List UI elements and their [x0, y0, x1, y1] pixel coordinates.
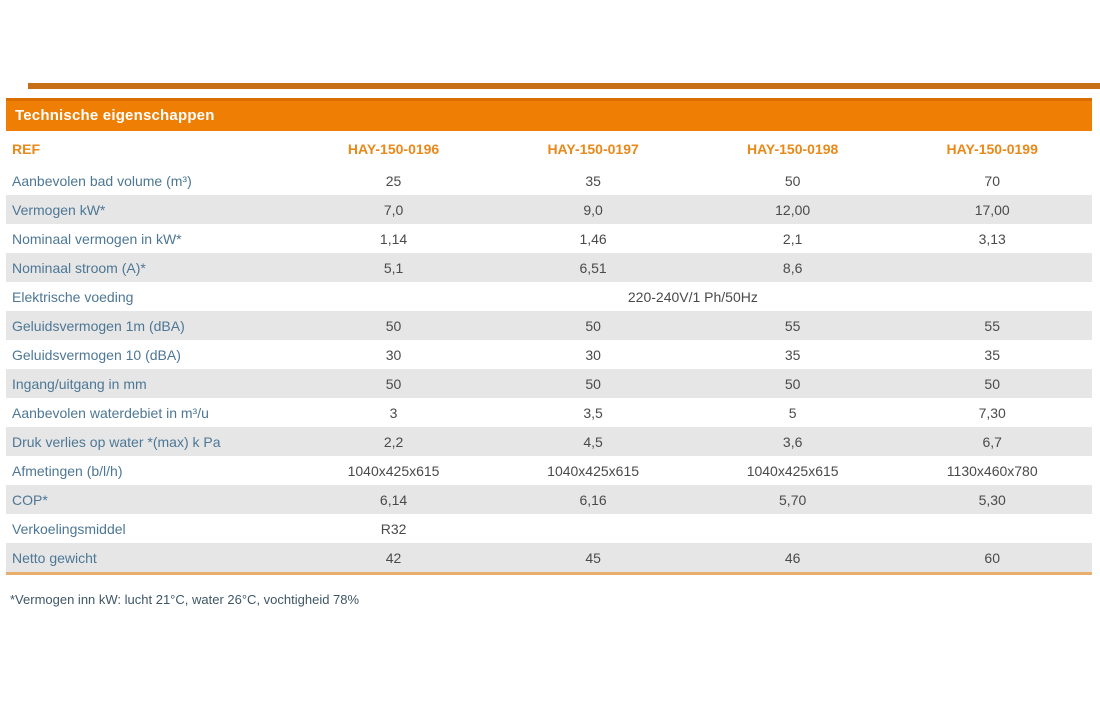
cell-value: 6,7 [982, 433, 1002, 450]
cell-value: 8,6 [782, 259, 803, 276]
cell-value: 3,6 [782, 433, 803, 450]
table-row: Druk verlies op water *(max) k Pa 2,2 4,… [6, 427, 1092, 456]
ref-header: REF [12, 140, 40, 157]
cell-value: 50 [585, 317, 601, 334]
cell-value: 1,14 [379, 230, 408, 247]
cell-value: 50 [784, 172, 801, 189]
row-label: Elektrische voeding [12, 288, 134, 305]
cell-value: 50 [385, 317, 402, 334]
table-row: Vermogen kW* 7,0 9,0 12,00 17,00 [6, 195, 1092, 224]
row-label: COP* [12, 491, 48, 508]
column-header-model-2: HAY-150-0197 [547, 140, 639, 157]
table-title: Technische eigenschappen [15, 107, 215, 124]
cell-value: 55 [984, 317, 1000, 334]
cell-value: 1040x425x615 [547, 462, 640, 479]
cell-value: 46 [784, 549, 801, 566]
cell-value: 5,30 [978, 491, 1006, 508]
cell-value: 2,2 [383, 433, 404, 450]
table-row: Nominaal stroom (A)* 5,1 6,51 8,6 [6, 253, 1092, 282]
cell-value: 70 [984, 172, 1000, 189]
cell-value: 60 [984, 549, 1000, 566]
cell-value: 1130x460x780 [946, 462, 1038, 479]
cell-value: 50 [784, 375, 801, 392]
footnote: *Vermogen inn kW: lucht 21°C, water 26°C… [10, 592, 360, 607]
row-label: Afmetingen (b/l/h) [12, 462, 123, 479]
cell-value: 30 [585, 346, 601, 363]
cell-value [892, 514, 1092, 543]
cell-value [892, 253, 1092, 282]
table-row: Verkoelingsmiddel R32 [6, 514, 1092, 543]
table-row: Geluidsvermogen 10 (dBA) 30 30 35 35 [6, 340, 1092, 369]
table-row: Aanbevolen waterdebiet in m³/u 3 3,5 5 7… [6, 398, 1092, 427]
section-divider-rule [28, 83, 1100, 89]
cell-value: 7,30 [978, 404, 1006, 421]
header-row: REF HAY-150-0196 HAY-150-0197 HAY-150-01… [6, 131, 1092, 166]
row-label: Geluidsvermogen 1m (dBA) [12, 317, 185, 334]
cell-value: 3,13 [978, 230, 1006, 247]
cell-value: 5,70 [779, 491, 807, 508]
cell-value: 50 [385, 375, 402, 392]
cell-value: 1040x425x615 [746, 462, 839, 479]
table-row: Elektrische voeding 220-240V/1 Ph/50Hz [6, 282, 1092, 311]
cell-value: 35 [585, 172, 601, 189]
table-bottom-rule [6, 572, 1092, 575]
column-header-model-1: HAY-150-0196 [347, 140, 440, 157]
row-label: Nominaal vermogen in kW* [12, 230, 182, 247]
cell-value: 50 [984, 375, 1000, 392]
row-label: Netto gewicht [12, 549, 97, 566]
table-row: Netto gewicht 42 45 46 60 [6, 543, 1092, 572]
cell-value [493, 514, 693, 543]
cell-value: 6,14 [379, 491, 408, 508]
cell-value: 3,5 [583, 404, 603, 421]
spec-table-section: Technische eigenschappen REF HAY-150-019… [6, 98, 1092, 607]
cell-value: 12,00 [775, 201, 811, 218]
table-row: Afmetingen (b/l/h) 1040x425x615 1040x425… [6, 456, 1092, 485]
cell-value: 9,0 [583, 201, 603, 218]
cell-value: 6,16 [579, 491, 607, 508]
cell-value: 17,00 [974, 201, 1010, 218]
column-header-model-4: HAY-150-0199 [946, 140, 1038, 157]
row-label: Geluidsvermogen 10 (dBA) [12, 346, 181, 363]
table-row: Aanbevolen bad volume (m³) 25 35 50 70 [6, 166, 1092, 195]
table-row: COP* 6,14 6,16 5,70 5,30 [6, 485, 1092, 514]
spec-table: REF HAY-150-0196 HAY-150-0197 HAY-150-01… [6, 131, 1092, 572]
cell-value: 42 [385, 549, 402, 566]
cell-value: 5 [788, 404, 797, 421]
column-header-model-3: HAY-150-0198 [746, 140, 839, 157]
table-title-bar: Technische eigenschappen [6, 98, 1092, 131]
row-label: Ingang/uitgang in mm [12, 375, 147, 392]
cell-value: 2,1 [782, 230, 803, 247]
cell-value: 6,51 [579, 259, 607, 276]
cell-value: 50 [585, 375, 601, 392]
cell-value: 3 [389, 404, 398, 421]
cell-value: 1,46 [579, 230, 607, 247]
table-row: Ingang/uitgang in mm 50 50 50 50 [6, 369, 1092, 398]
row-label: Vermogen kW* [12, 201, 106, 218]
cell-value [693, 514, 893, 543]
cell-value: 45 [585, 549, 601, 566]
cell-value: 35 [784, 346, 801, 363]
row-label: Aanbevolen bad volume (m³) [12, 172, 192, 189]
row-label: Nominaal stroom (A)* [12, 259, 146, 276]
cell-value: 5,1 [383, 259, 404, 276]
cell-value: 55 [784, 317, 801, 334]
row-label: Verkoelingsmiddel [12, 520, 126, 537]
cell-value: 4,5 [583, 433, 603, 450]
cell-value-merged: 220-240V/1 Ph/50Hz [627, 288, 758, 305]
row-label: Druk verlies op water *(max) k Pa [12, 433, 221, 450]
cell-value: 35 [984, 346, 1000, 363]
cell-value: 1040x425x615 [347, 462, 440, 479]
cell-value: 25 [385, 172, 402, 189]
row-label: Aanbevolen waterdebiet in m³/u [12, 404, 209, 421]
cell-value: R32 [380, 520, 407, 537]
cell-value: 7,0 [383, 201, 404, 218]
table-row: Geluidsvermogen 1m (dBA) 50 50 55 55 [6, 311, 1092, 340]
cell-value: 30 [385, 346, 402, 363]
table-row: Nominaal vermogen in kW* 1,14 1,46 2,1 3… [6, 224, 1092, 253]
